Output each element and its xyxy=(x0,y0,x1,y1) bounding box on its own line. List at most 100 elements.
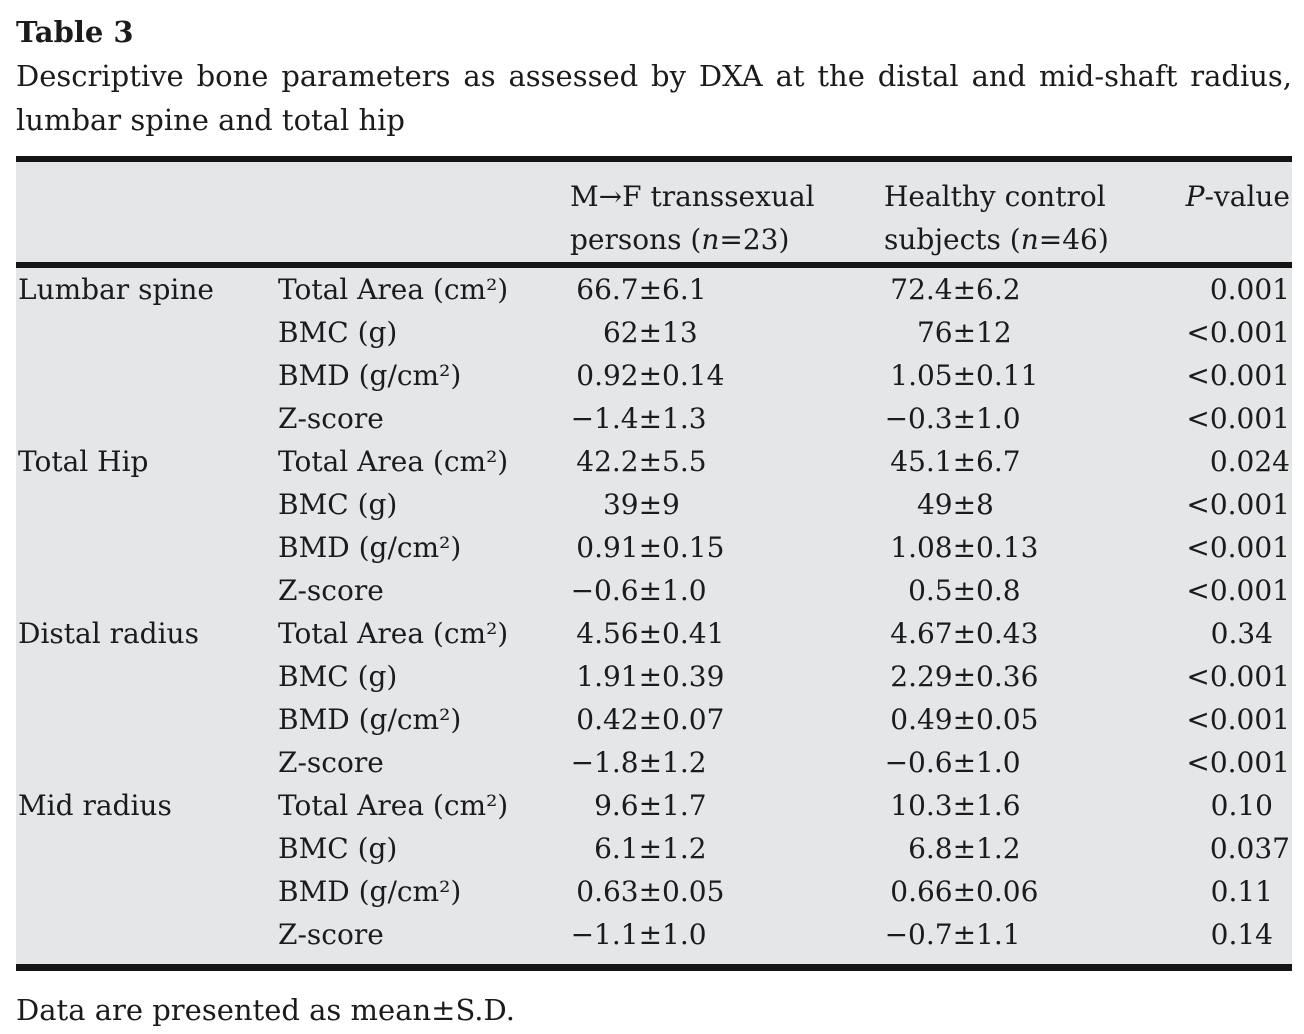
mf-value-cell: −1.8±1.2 xyxy=(570,746,707,779)
site-cell xyxy=(16,698,278,741)
p-value-cell: 0.024 xyxy=(1209,445,1290,478)
p-value-cell: <0.001 xyxy=(1186,316,1290,349)
mf-value-cell: 42.2±5.5 xyxy=(576,445,707,478)
header-mf-column: M→F transsexual persons (n=23) xyxy=(570,175,884,261)
mf-value-cell: 6.1±1.2 xyxy=(594,832,707,865)
parameter-cell: BMD (g/cm²) xyxy=(278,875,462,908)
site-cell xyxy=(16,827,278,870)
header-control-column: Healthy control subjects (n=46) xyxy=(884,175,1183,261)
site-cell xyxy=(16,741,278,784)
rule-header-bottom xyxy=(16,262,1292,268)
control-value-cell: 0.49±0.05 xyxy=(890,703,1039,736)
header-mf-n: n xyxy=(701,223,720,256)
parameter-cell: BMC (g) xyxy=(278,832,398,865)
table-row: Total Hip Total Area (cm²) 42.2±5.5 45.1±6.… xyxy=(16,440,1292,483)
parameter-cell: Z-score xyxy=(278,918,384,951)
table-figure: Table 3 Descriptive bone parameters as a… xyxy=(16,12,1292,1029)
p-value-cell: <0.001 xyxy=(1186,488,1290,521)
control-value-cell: 49±8 xyxy=(916,488,994,521)
control-value-cell: 0.5±0.8 xyxy=(908,574,1021,607)
header-control-n: n xyxy=(1020,223,1039,256)
mf-value-cell: 0.91±0.15 xyxy=(576,531,725,564)
site-cell xyxy=(16,526,278,569)
mf-value-cell: −1.1±1.0 xyxy=(570,918,707,951)
control-value-cell: 76±12 xyxy=(916,316,1012,349)
header-control-line2-post: =46) xyxy=(1038,223,1109,256)
rule-top xyxy=(16,156,1292,162)
mf-value-cell: −0.6±1.0 xyxy=(570,574,707,607)
table-row: BMD (g/cm²) 0.63±0.05 0.66±0.06 0.11 xyxy=(16,870,1292,913)
parameter-cell: Total Area (cm²) xyxy=(278,789,509,822)
table-row: Distal radius Total Area (cm²) 4.56±0.41 4.… xyxy=(16,612,1292,655)
table-row: Z-score −1.8±1.2 −0.6±1.0 <0.001 xyxy=(16,741,1292,784)
control-value-cell: −0.6±1.0 xyxy=(884,746,1021,779)
site-cell xyxy=(16,655,278,698)
mf-value-cell: 62±13 xyxy=(602,316,698,349)
control-value-cell: 45.1±6.7 xyxy=(890,445,1021,478)
header-mf-line2: persons (n=23) xyxy=(570,218,884,261)
p-value-cell: <0.001 xyxy=(1186,660,1290,693)
p-value-cell: 0.001 xyxy=(1209,273,1290,306)
parameter-cell: Z-score xyxy=(278,574,384,607)
mf-value-cell: 4.56±0.41 xyxy=(576,617,725,650)
table-row: Z-score −1.4±1.3 −0.3±1.0 <0.001 xyxy=(16,397,1292,440)
parameter-cell: BMC (g) xyxy=(278,660,398,693)
parameter-cell: Total Area (cm²) xyxy=(278,617,509,650)
table-row: Z-score −1.1±1.0 −0.7±1.1 0.14 xyxy=(16,913,1292,956)
site-cell xyxy=(16,397,278,440)
control-value-cell: −0.3±1.0 xyxy=(884,402,1021,435)
parameter-cell: BMC (g) xyxy=(278,316,398,349)
rule-bottom xyxy=(16,964,1292,971)
p-value-cell: <0.001 xyxy=(1186,402,1290,435)
table-row: Z-score −0.6±1.0 0.5±0.8 <0.001 xyxy=(16,569,1292,612)
table-row: Lumbar spine Total Area (cm²) 66.7±6.1 72.4… xyxy=(16,268,1292,311)
parameter-cell: Z-score xyxy=(278,402,384,435)
control-value-cell: 2.29±0.36 xyxy=(890,660,1039,693)
site-cell xyxy=(16,913,278,956)
p-value-cell: <0.001 xyxy=(1186,531,1290,564)
p-value-cell: <0.001 xyxy=(1186,574,1290,607)
header-group-column xyxy=(16,175,278,261)
table-row: BMC (g) 39±9 49±8 <0.001 xyxy=(16,483,1292,526)
header-parameter-column xyxy=(278,175,570,261)
header-control-line1: Healthy control xyxy=(884,180,1106,213)
parameter-cell: BMD (g/cm²) xyxy=(278,359,462,392)
mf-value-cell: 1.91±0.39 xyxy=(576,660,725,693)
site-cell xyxy=(16,483,278,526)
mf-value-cell: 9.6±1.7 xyxy=(594,789,707,822)
p-value-cell: 0.14 xyxy=(1210,918,1273,951)
p-value-cell: 0.34 xyxy=(1210,617,1273,650)
control-value-cell: 72.4±6.2 xyxy=(890,273,1021,306)
site-cell: Mid radius xyxy=(18,789,172,822)
parameter-cell: Total Area (cm²) xyxy=(278,273,509,306)
parameter-cell: Z-score xyxy=(278,746,384,779)
control-value-cell: 6.8±1.2 xyxy=(908,832,1021,865)
p-value-cell: 0.11 xyxy=(1210,875,1273,908)
mf-value-cell: 66.7±6.1 xyxy=(576,273,707,306)
table-row: BMC (g) 6.1±1.2 6.8±1.2 0.037 xyxy=(16,827,1292,870)
table-row: BMC (g) 1.91±0.39 2.29±0.36 <0.001 xyxy=(16,655,1292,698)
header-control-line2-pre: subjects ( xyxy=(884,223,1021,256)
parameter-cell: Total Area (cm²) xyxy=(278,445,509,478)
header-control-line2: subjects (n=46) xyxy=(884,218,1183,261)
control-value-cell: 4.67±0.43 xyxy=(890,617,1039,650)
mf-value-cell: 39±9 xyxy=(602,488,680,521)
mf-value-cell: 0.42±0.07 xyxy=(576,703,725,736)
site-cell xyxy=(16,311,278,354)
table-title: Table 3 xyxy=(16,15,134,49)
parameter-cell: BMD (g/cm²) xyxy=(278,703,462,736)
control-value-cell: −0.7±1.1 xyxy=(884,918,1021,951)
parameter-cell: BMC (g) xyxy=(278,488,398,521)
header-mf-line2-post: =23) xyxy=(719,223,790,256)
p-value-cell: <0.001 xyxy=(1186,746,1290,779)
header-pvalue-rest: -value xyxy=(1204,180,1290,213)
table-header-row: M→F transsexual persons (n=23) Healthy c… xyxy=(16,162,1292,262)
table-row: BMD (g/cm²) 0.91±0.15 1.08±0.13 <0.001 xyxy=(16,526,1292,569)
control-value-cell: 1.08±0.13 xyxy=(890,531,1039,564)
table-caption: Descriptive bone parameters as assessed … xyxy=(16,59,1292,137)
p-value-cell: 0.037 xyxy=(1209,832,1290,865)
site-cell xyxy=(16,354,278,397)
table-row: Mid radius Total Area (cm²) 9.6±1.7 10.3±1.… xyxy=(16,784,1292,827)
mf-value-cell: 0.92±0.14 xyxy=(576,359,725,392)
